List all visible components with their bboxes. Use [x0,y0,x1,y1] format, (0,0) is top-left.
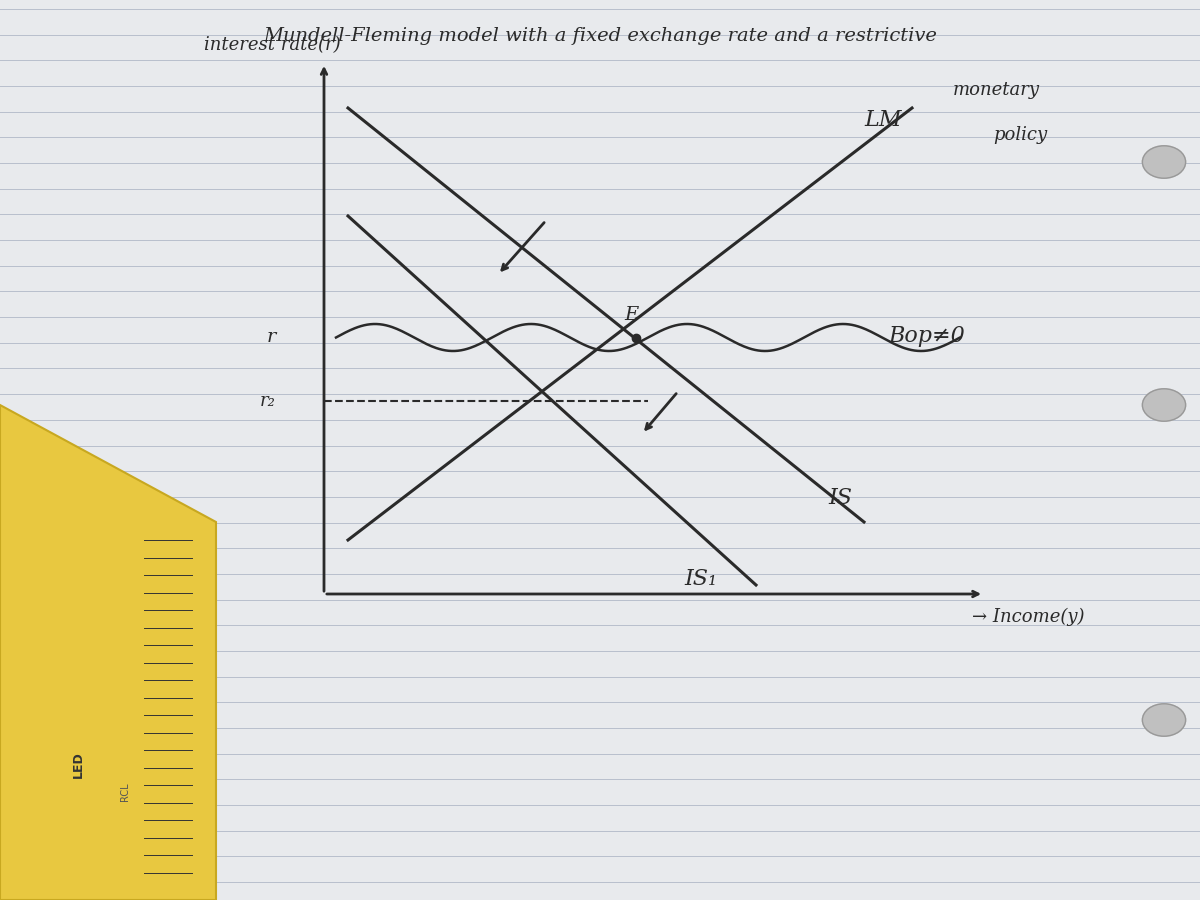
Text: r: r [266,328,276,346]
Circle shape [1142,389,1186,421]
Text: Mundell-Fleming model with a fixed exchange rate and a restrictive: Mundell-Fleming model with a fixed excha… [263,27,937,45]
Text: LM: LM [864,109,901,131]
Text: IS₁: IS₁ [684,568,716,590]
Text: IS: IS [828,487,852,509]
Text: LED: LED [72,752,85,778]
Text: Bop≠0: Bop≠0 [888,325,965,347]
Text: monetary: monetary [953,81,1039,99]
Text: interest rate(r): interest rate(r) [204,36,341,54]
Polygon shape [0,405,216,900]
Text: → Income(y): → Income(y) [972,608,1085,625]
Text: r₂: r₂ [260,392,276,410]
Text: E: E [624,305,638,323]
Text: RCL: RCL [120,783,130,801]
Text: policy: policy [992,126,1048,144]
Circle shape [1142,146,1186,178]
Circle shape [1142,704,1186,736]
